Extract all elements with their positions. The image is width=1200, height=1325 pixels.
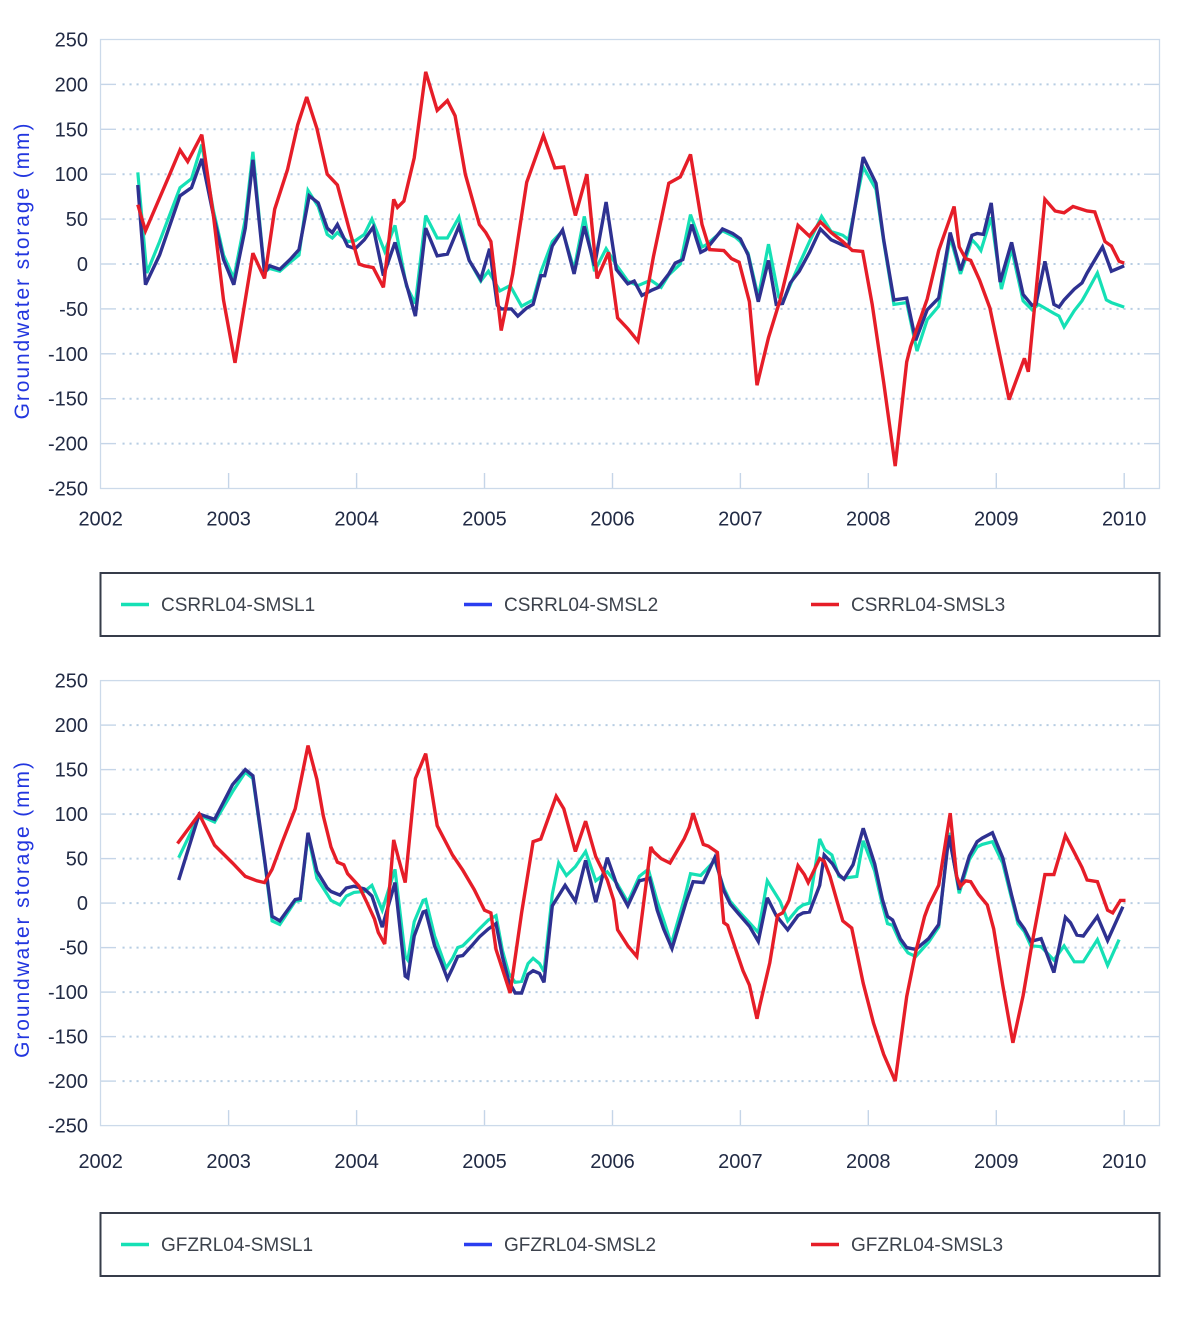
svg-text:2003: 2003 <box>206 1151 251 1173</box>
svg-text:-250: -250 <box>48 479 88 501</box>
svg-text:GFZRL04-SMSL2: GFZRL04-SMSL2 <box>504 1235 656 1256</box>
svg-text:0: 0 <box>77 893 88 915</box>
svg-text:-100: -100 <box>48 982 88 1004</box>
svg-text:-50: -50 <box>59 938 88 960</box>
svg-text:CSRRL04-SMSL2: CSRRL04-SMSL2 <box>504 595 658 616</box>
svg-text:2009: 2009 <box>974 1151 1019 1173</box>
svg-text:Groundwater storage (mm): Groundwater storage (mm) <box>11 760 34 1058</box>
svg-text:2008: 2008 <box>846 509 891 531</box>
svg-text:50: 50 <box>66 209 88 231</box>
svg-text:-100: -100 <box>48 344 88 366</box>
svg-text:2002: 2002 <box>78 509 123 531</box>
svg-text:200: 200 <box>55 715 88 737</box>
svg-text:2003: 2003 <box>206 509 251 531</box>
svg-text:150: 150 <box>55 760 88 782</box>
svg-text:-200: -200 <box>48 1071 88 1093</box>
svg-text:200: 200 <box>55 74 88 96</box>
svg-text:150: 150 <box>55 119 88 141</box>
svg-text:2005: 2005 <box>462 509 507 531</box>
svg-text:2004: 2004 <box>334 1151 379 1173</box>
svg-text:Groundwater storage (mm): Groundwater storage (mm) <box>11 122 34 420</box>
svg-text:2007: 2007 <box>718 1151 763 1173</box>
svg-text:2009: 2009 <box>974 509 1019 531</box>
svg-text:-50: -50 <box>59 299 88 321</box>
svg-text:2010: 2010 <box>1102 1151 1147 1173</box>
svg-text:-200: -200 <box>48 434 88 456</box>
svg-text:2002: 2002 <box>78 1151 123 1173</box>
svg-text:CSRRL04-SMSL1: CSRRL04-SMSL1 <box>161 595 315 616</box>
svg-text:GFZRL04-SMSL1: GFZRL04-SMSL1 <box>161 1235 313 1256</box>
svg-text:250: 250 <box>55 30 88 52</box>
svg-text:-150: -150 <box>48 1027 88 1049</box>
svg-text:2010: 2010 <box>1102 509 1147 531</box>
svg-text:-150: -150 <box>48 389 88 411</box>
svg-text:50: 50 <box>66 849 88 871</box>
svg-text:GFZRL04-SMSL3: GFZRL04-SMSL3 <box>851 1235 1003 1256</box>
svg-text:250: 250 <box>55 671 88 693</box>
svg-text:2008: 2008 <box>846 1151 891 1173</box>
svg-text:100: 100 <box>55 804 88 826</box>
svg-text:2007: 2007 <box>718 509 763 531</box>
svg-text:-250: -250 <box>48 1116 88 1138</box>
svg-text:2004: 2004 <box>334 509 379 531</box>
svg-text:0: 0 <box>77 254 88 276</box>
svg-text:CSRRL04-SMSL3: CSRRL04-SMSL3 <box>851 595 1005 616</box>
svg-text:2006: 2006 <box>590 509 635 531</box>
svg-text:2005: 2005 <box>462 1151 507 1173</box>
svg-text:100: 100 <box>55 164 88 186</box>
svg-text:2006: 2006 <box>590 1151 635 1173</box>
